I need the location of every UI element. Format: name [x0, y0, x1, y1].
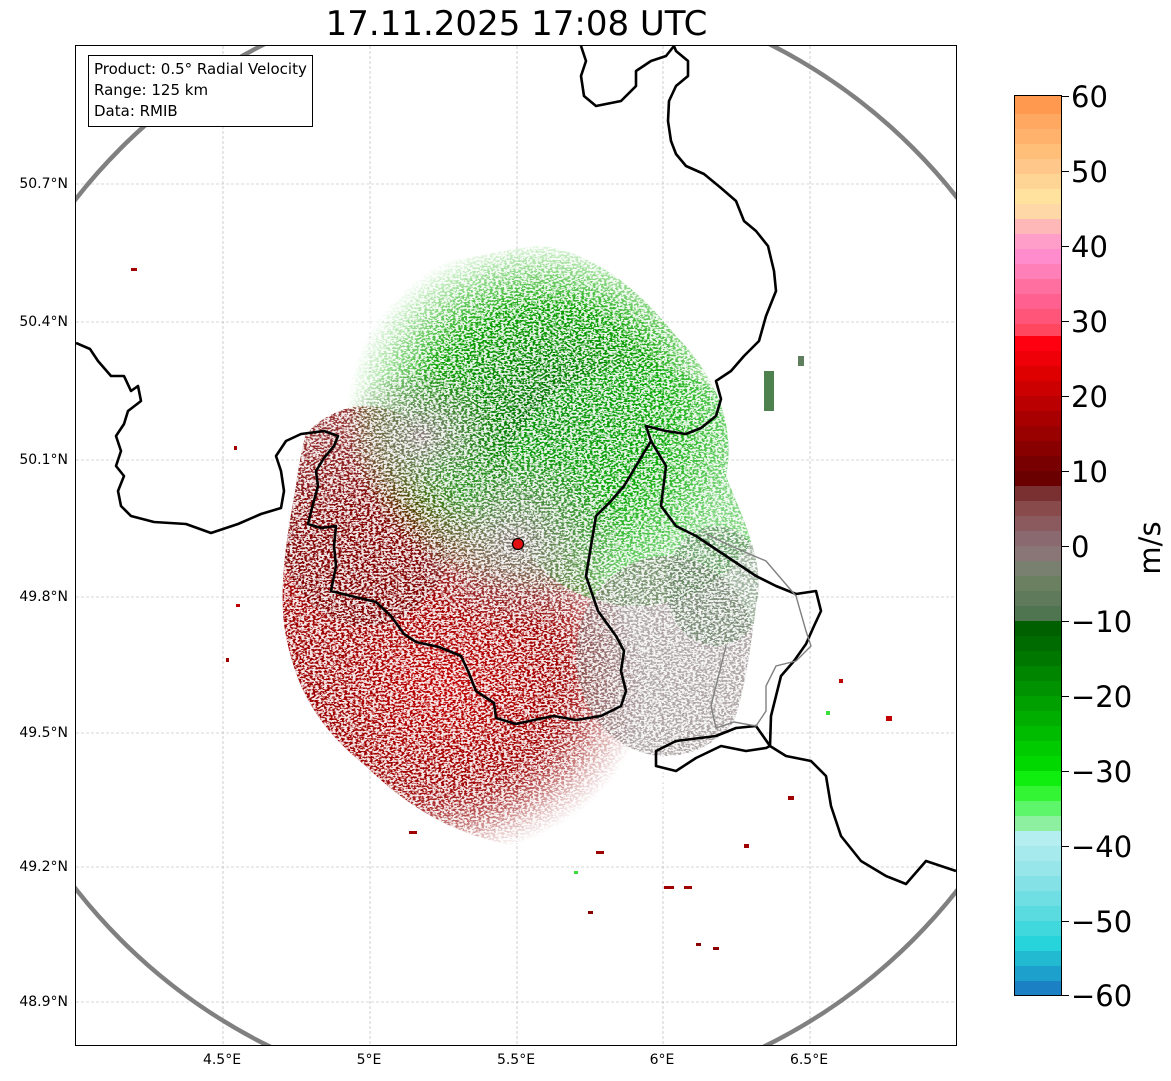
colorbar-label: −40	[1071, 830, 1133, 864]
lon-label: 4.5°E	[202, 1052, 242, 1068]
colorbar-unit: m/s	[1133, 521, 1167, 575]
source-label: Data: RMIB	[94, 102, 178, 120]
lon-label: 6.5°E	[789, 1052, 829, 1068]
colorbar-tick	[1062, 321, 1069, 322]
scattered-echoes	[131, 268, 892, 950]
lat-label: 48.9°N	[19, 994, 68, 1010]
product-info-box: Product: 0.5° Radial Velocity Range: 125…	[88, 55, 313, 127]
colorbar-tick	[1062, 546, 1069, 547]
colorbar-label: 0	[1071, 530, 1090, 564]
colorbar-tick	[1062, 246, 1069, 247]
colorbar-label: −60	[1071, 979, 1133, 1013]
colorbar-label: −20	[1071, 680, 1133, 714]
lon-label: 5°E	[356, 1052, 382, 1068]
radar-site-marker[interactable]	[511, 537, 525, 551]
product-label: Product: 0.5° Radial Velocity	[94, 60, 307, 78]
velocity-colorbar	[1014, 95, 1062, 996]
colorbar-label: −30	[1071, 755, 1133, 789]
colorbar-tick	[1062, 621, 1069, 622]
colorbar-tick	[1062, 921, 1069, 922]
colorbar-tick	[1062, 995, 1069, 996]
colorbar-tick	[1062, 771, 1069, 772]
colorbar-label: 40	[1071, 230, 1108, 264]
lat-label: 49.8°N	[19, 589, 68, 605]
lat-label: 49.2°N	[19, 859, 68, 875]
lat-label: 50.1°N	[19, 452, 68, 468]
colorbar-label: 10	[1071, 455, 1108, 489]
lat-label: 50.7°N	[19, 176, 68, 192]
lat-label: 49.5°N	[19, 725, 68, 741]
country-borders	[76, 46, 956, 886]
colorbar-tick	[1062, 471, 1069, 472]
map-title: 17.11.2025 17:08 UTC	[325, 4, 708, 44]
colorbar-tick	[1062, 696, 1069, 697]
colorbar-label: 60	[1071, 80, 1108, 114]
colorbar-tick	[1062, 846, 1069, 847]
range-label: Range: 125 km	[94, 81, 209, 99]
colorbar-tick	[1062, 396, 1069, 397]
lon-label: 6°E	[649, 1052, 675, 1068]
lat-label: 50.4°N	[19, 314, 68, 330]
colorbar-label: 30	[1071, 305, 1108, 339]
colorbar-tick	[1062, 171, 1069, 172]
radar-canvas	[76, 46, 956, 1045]
region-border	[705, 533, 812, 729]
colorbar-label: −10	[1071, 605, 1133, 639]
radar-map[interactable]	[75, 45, 957, 1046]
colorbar-tick	[1062, 96, 1069, 97]
lon-label: 5.5°E	[496, 1052, 536, 1068]
colorbar-label: 20	[1071, 380, 1108, 414]
colorbar-label: 50	[1071, 155, 1108, 189]
colorbar-label: −50	[1071, 905, 1133, 939]
